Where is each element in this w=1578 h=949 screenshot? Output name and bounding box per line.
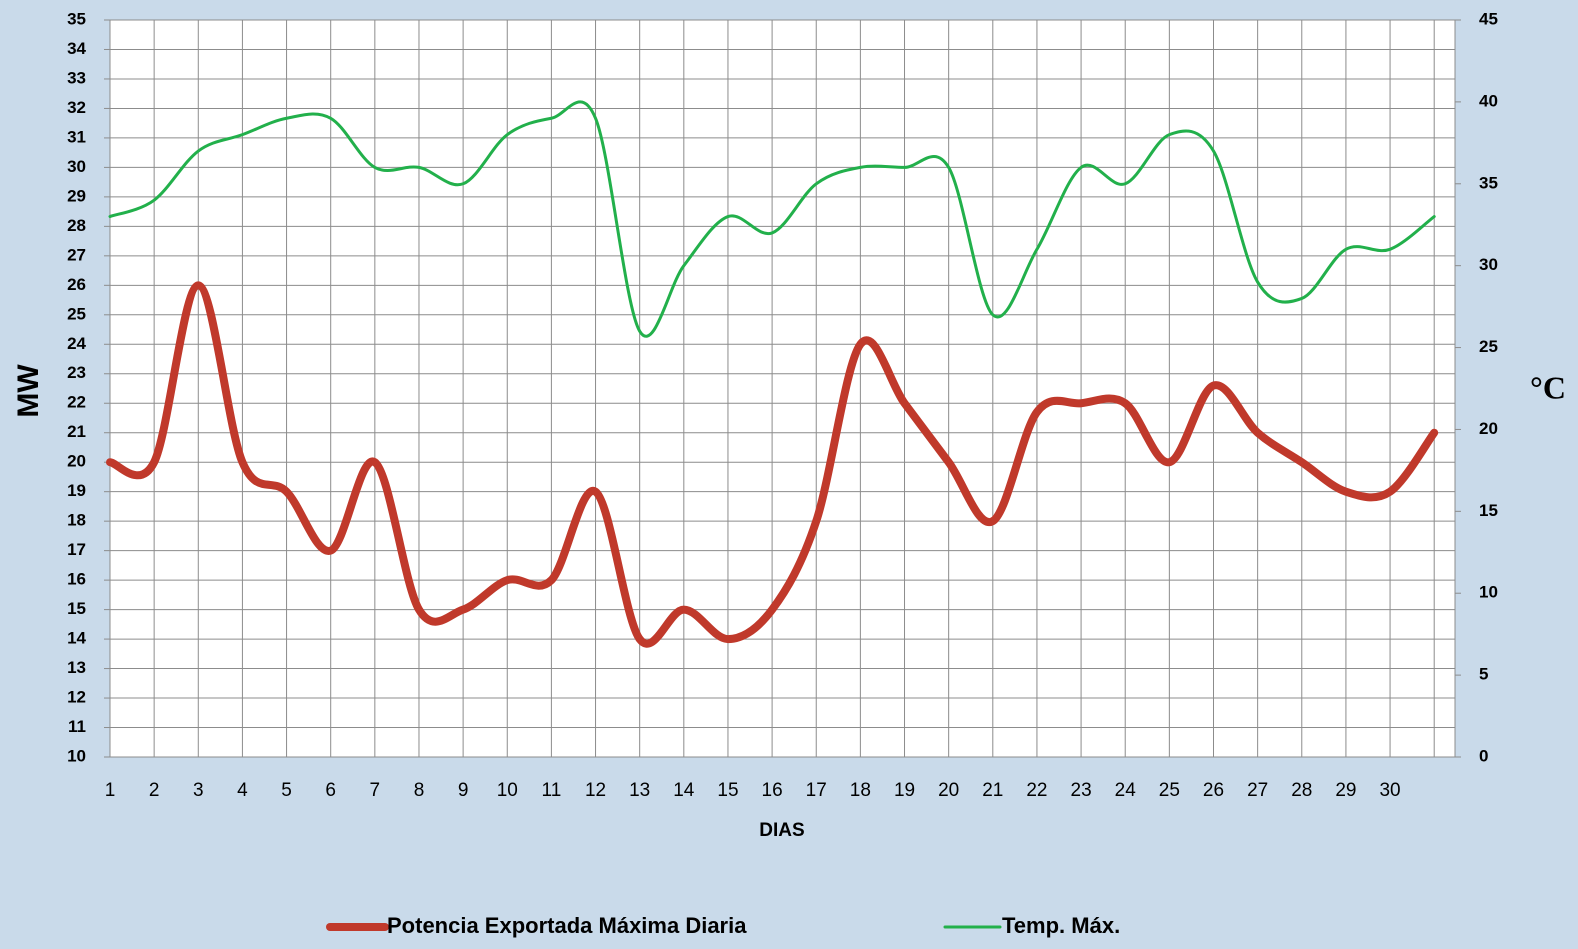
x-tick-label: 27 <box>1247 780 1268 801</box>
y-tick-label: 31 <box>67 127 86 146</box>
y2-tick-label: 35 <box>1479 173 1498 192</box>
x-tick-label: 20 <box>938 780 959 801</box>
y-tick-label: 24 <box>67 334 86 353</box>
x-tick-label: 5 <box>281 780 292 801</box>
x-tick-label: 16 <box>762 780 783 801</box>
y-tick-label: 15 <box>67 599 86 618</box>
x-tick-label: 26 <box>1203 780 1224 801</box>
x-tick-label: 8 <box>414 780 425 801</box>
y-tick-label: 13 <box>67 658 86 677</box>
y2-tick-label: 40 <box>1479 91 1498 110</box>
x-tick-label: 15 <box>717 780 738 801</box>
plot-area <box>110 20 1455 757</box>
x-tick-label: 29 <box>1335 780 1356 801</box>
y2-tick-label: 30 <box>1479 255 1498 274</box>
x-tick-label: 9 <box>458 780 469 801</box>
y-tick-label: 21 <box>67 422 86 441</box>
series-line <box>108 100 1436 338</box>
y-tick-label: 16 <box>67 570 86 589</box>
y-tick-label: 27 <box>67 245 86 264</box>
x-tick-label: 10 <box>497 780 518 801</box>
y-tick-label: 25 <box>67 304 86 323</box>
y-tick-label: 11 <box>68 717 86 736</box>
y-tick-label: 22 <box>67 393 86 412</box>
y-tick-label: 20 <box>67 452 86 471</box>
x-tick-label: 25 <box>1159 780 1180 801</box>
y2-tick-label: 10 <box>1479 583 1498 602</box>
y-tick-label: 18 <box>67 511 86 530</box>
y-tick-label: 30 <box>67 157 86 176</box>
y-tick-label: 12 <box>67 688 86 707</box>
y-tick-label: 23 <box>67 363 86 382</box>
x-tick-label: 23 <box>1071 780 1092 801</box>
x-tick-label: 24 <box>1115 780 1137 801</box>
legend-label: Potencia Exportada Máxima Diaria <box>387 913 747 938</box>
x-tick-label: 1 <box>105 780 116 801</box>
y2-tick-label: 20 <box>1479 419 1498 438</box>
x-axis-title: DIAS <box>759 820 804 841</box>
y2-axis-title: °C <box>1530 369 1566 405</box>
y-tick-label: 17 <box>67 540 86 559</box>
y2-tick-label: 15 <box>1479 501 1498 520</box>
x-tick-label: 28 <box>1291 780 1312 801</box>
x-tick-label: 7 <box>370 780 381 801</box>
series-line <box>106 281 1439 648</box>
y-tick-label: 10 <box>67 746 86 765</box>
x-tick-label: 12 <box>585 780 606 801</box>
x-tick-label: 22 <box>1026 780 1047 801</box>
x-tick-label: 6 <box>325 780 336 801</box>
x-tick-label: 17 <box>806 780 827 801</box>
y2-tick-label: 0 <box>1479 746 1488 765</box>
y2-tick-label: 5 <box>1479 665 1488 684</box>
x-tick-label: 30 <box>1379 780 1400 801</box>
x-tick-label: 3 <box>193 780 204 801</box>
y-tick-label: 26 <box>67 275 86 294</box>
y-tick-label: 19 <box>67 481 86 500</box>
x-tick-label: 4 <box>237 780 248 801</box>
y-tick-label: 33 <box>67 68 86 87</box>
y2-tick-label: 45 <box>1479 9 1498 28</box>
y-tick-label: 34 <box>67 39 86 58</box>
y-axis-title: MW <box>12 364 45 418</box>
x-tick-label: 19 <box>894 780 915 801</box>
y-tick-label: 29 <box>67 186 86 205</box>
x-tick-label: 2 <box>149 780 160 801</box>
y2-tick-label: 25 <box>1479 337 1498 356</box>
y-tick-label: 14 <box>67 629 86 648</box>
y-tick-label: 28 <box>67 216 86 235</box>
x-tick-label: 11 <box>542 780 562 801</box>
x-tick-label: 18 <box>850 780 871 801</box>
y-tick-label: 35 <box>67 9 86 28</box>
x-tick-label: 21 <box>982 780 1003 801</box>
legend-label: Temp. Máx. <box>1002 913 1120 938</box>
x-tick-label: 13 <box>629 780 650 801</box>
y-tick-label: 32 <box>67 98 86 117</box>
x-tick-label: 14 <box>673 780 695 801</box>
